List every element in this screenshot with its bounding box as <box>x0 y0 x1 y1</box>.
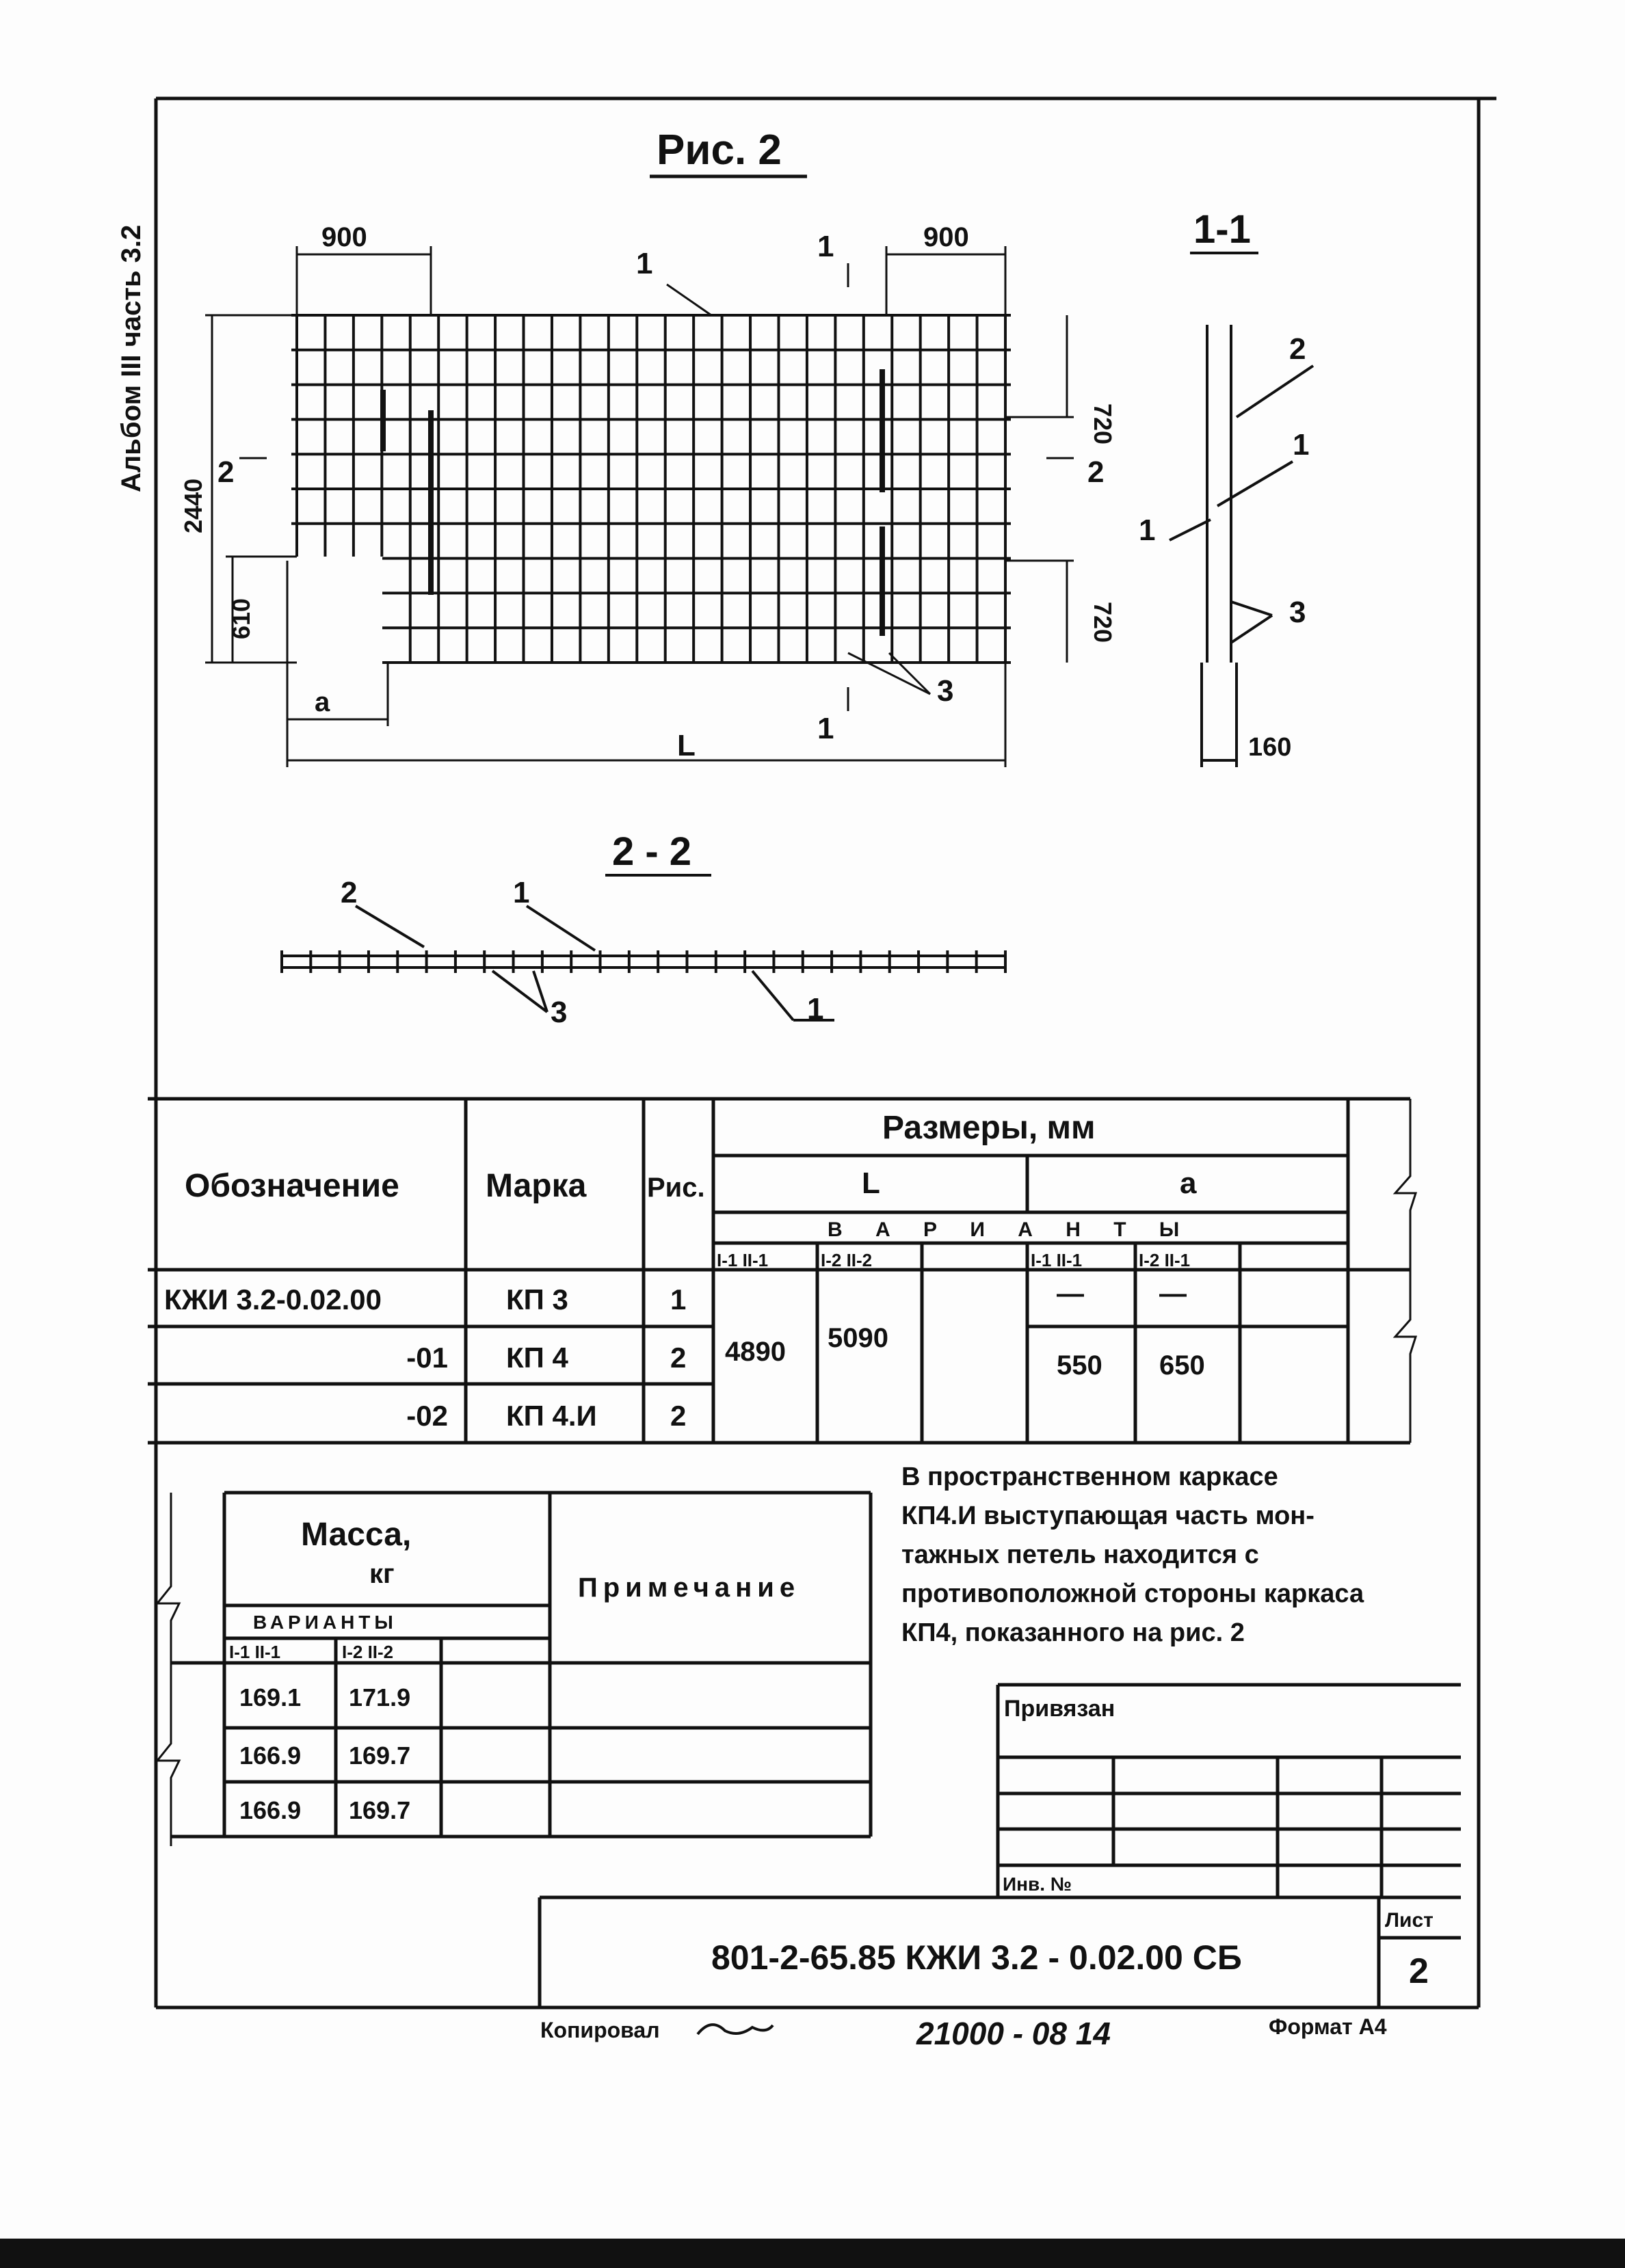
title-block <box>538 1895 1461 2007</box>
table-sizes <box>148 1097 1418 1445</box>
note-text: В пространственном каркасе КП4.И выступаю… <box>901 1463 1364 1647</box>
s22-callout-2: 2 <box>341 876 357 909</box>
dim-a: a <box>315 687 330 717</box>
section-1-1 <box>1169 325 1314 767</box>
col-a: a <box>1180 1166 1197 1200</box>
dim-L: L <box>677 729 696 762</box>
binding-block <box>996 1683 1461 1897</box>
note-line: тажных петель находится с <box>901 1540 1259 1569</box>
note-line: В пространственном каркасе <box>901 1463 1278 1491</box>
binding-label: Привязан <box>1004 1696 1115 1722</box>
col-mark: Марка <box>486 1168 587 1204</box>
section-1-1-title: 1-1 <box>1193 207 1251 252</box>
callout-1: 1 <box>636 247 652 280</box>
mass-sub-2: I-2 II-2 <box>342 1642 393 1662</box>
col-sizes: Размеры, мм <box>882 1110 1096 1146</box>
mass-value: 169.1 <box>239 1683 301 1711</box>
sheet-number: 2 <box>1409 1951 1429 1991</box>
cut-2-right: 2 <box>1087 455 1104 489</box>
mass-value: 166.9 <box>239 1796 301 1824</box>
s22-callout-3: 3 <box>551 996 567 1029</box>
scan-edge <box>0 2239 1625 2268</box>
s11-callout-3: 3 <box>1289 596 1306 629</box>
sub-a1: I-1 II-1 <box>1031 1250 1082 1270</box>
table-mass <box>155 1491 873 1846</box>
table-row-designation: -02 <box>406 1400 448 1432</box>
dim-900-right: 900 <box>923 222 969 252</box>
col-L: L <box>862 1166 880 1200</box>
table-row-mark: КП 4 <box>506 1342 568 1374</box>
table-row-mark: КП 3 <box>506 1283 568 1316</box>
s11-dim-160: 160 <box>1248 733 1291 762</box>
dim-900-left: 900 <box>321 222 367 252</box>
table-row-designation: КЖИ 3.2-0.02.00 <box>164 1283 382 1316</box>
dim-720-bottom: 720 <box>1089 602 1117 643</box>
table-row-mark: КП 4.И <box>506 1400 597 1432</box>
s22-callout-1a: 1 <box>513 876 529 909</box>
paper-format: Формат А4 <box>1269 2014 1387 2039</box>
mass-label: Масса, <box>301 1517 411 1553</box>
L-value-1: 4890 <box>725 1337 786 1367</box>
note-line: КП4, показанного на рис. 2 <box>901 1618 1245 1647</box>
L-value-2: 5090 <box>828 1323 888 1353</box>
s11-callout-1a: 1 <box>1293 428 1309 462</box>
s22-callout-1b: 1 <box>807 992 823 1026</box>
sub-a2: I-2 II-1 <box>1139 1250 1190 1270</box>
sheet-label: Лист <box>1385 1909 1434 1932</box>
note-column: Примечание <box>578 1573 800 1603</box>
table-row-fig: 2 <box>670 1400 686 1432</box>
document-code: 801-2-65.85 КЖИ 3.2 - 0.02.00 СБ <box>711 1938 1242 1977</box>
mass-variants: ВАРИАНТЫ <box>253 1612 397 1633</box>
sub-L1: I-1 II-1 <box>717 1250 768 1270</box>
table-row-a1: 550 <box>1057 1350 1102 1380</box>
mass-sub-1: I-1 II-1 <box>229 1642 280 1662</box>
table-row-fig: 2 <box>670 1342 686 1374</box>
s11-callout-2: 2 <box>1289 332 1306 366</box>
mass-value: 169.7 <box>349 1742 410 1770</box>
figure-title: Рис. 2 <box>657 126 782 174</box>
order-number: 21000 - 08 14 <box>916 2016 1111 2051</box>
copied-by: Копировал <box>540 2018 660 2042</box>
mass-value: 169.7 <box>349 1796 410 1824</box>
table-row-designation: -01 <box>406 1342 448 1374</box>
mass-value: 166.9 <box>239 1742 301 1770</box>
dim-610: 610 <box>227 598 255 639</box>
section-2-2-title: 2 - 2 <box>612 829 691 874</box>
col-designation: Обозначение <box>185 1168 399 1204</box>
mesh-plan <box>291 314 1011 664</box>
sub-L2: I-2 II-2 <box>821 1250 872 1270</box>
table-row-a1: — <box>1057 1279 1084 1309</box>
cut-2-left: 2 <box>217 455 234 489</box>
cut-1-bottom: 1 <box>817 712 834 745</box>
sheet-frame <box>154 96 1496 2010</box>
col-variants: В А Р И А Н Т Ы <box>828 1218 1193 1241</box>
table-row-fig: 1 <box>670 1283 686 1316</box>
table-row-a2: 650 <box>1159 1350 1205 1380</box>
signature <box>696 2023 774 2036</box>
col-fig: Рис. <box>647 1173 705 1203</box>
note-line: КП4.И выступающая часть мон- <box>901 1502 1314 1530</box>
dim-2440: 2440 <box>179 479 207 533</box>
note-line: противоположной стороны каркаса <box>901 1579 1364 1608</box>
table-row-a2: — <box>1159 1279 1187 1309</box>
mass-value: 171.9 <box>349 1683 410 1711</box>
cut-1-top: 1 <box>817 230 834 263</box>
dimension-lines <box>205 246 1074 767</box>
s11-callout-1b: 1 <box>1139 513 1155 547</box>
callout-3: 3 <box>937 674 953 708</box>
dim-720-top: 720 <box>1089 403 1117 444</box>
mass-unit: кг <box>369 1559 395 1589</box>
side-label: Альбом III часть 3.2 <box>116 225 146 492</box>
section-2-2 <box>280 905 1007 1022</box>
inv-number-label: Инв. № <box>1003 1873 1072 1895</box>
